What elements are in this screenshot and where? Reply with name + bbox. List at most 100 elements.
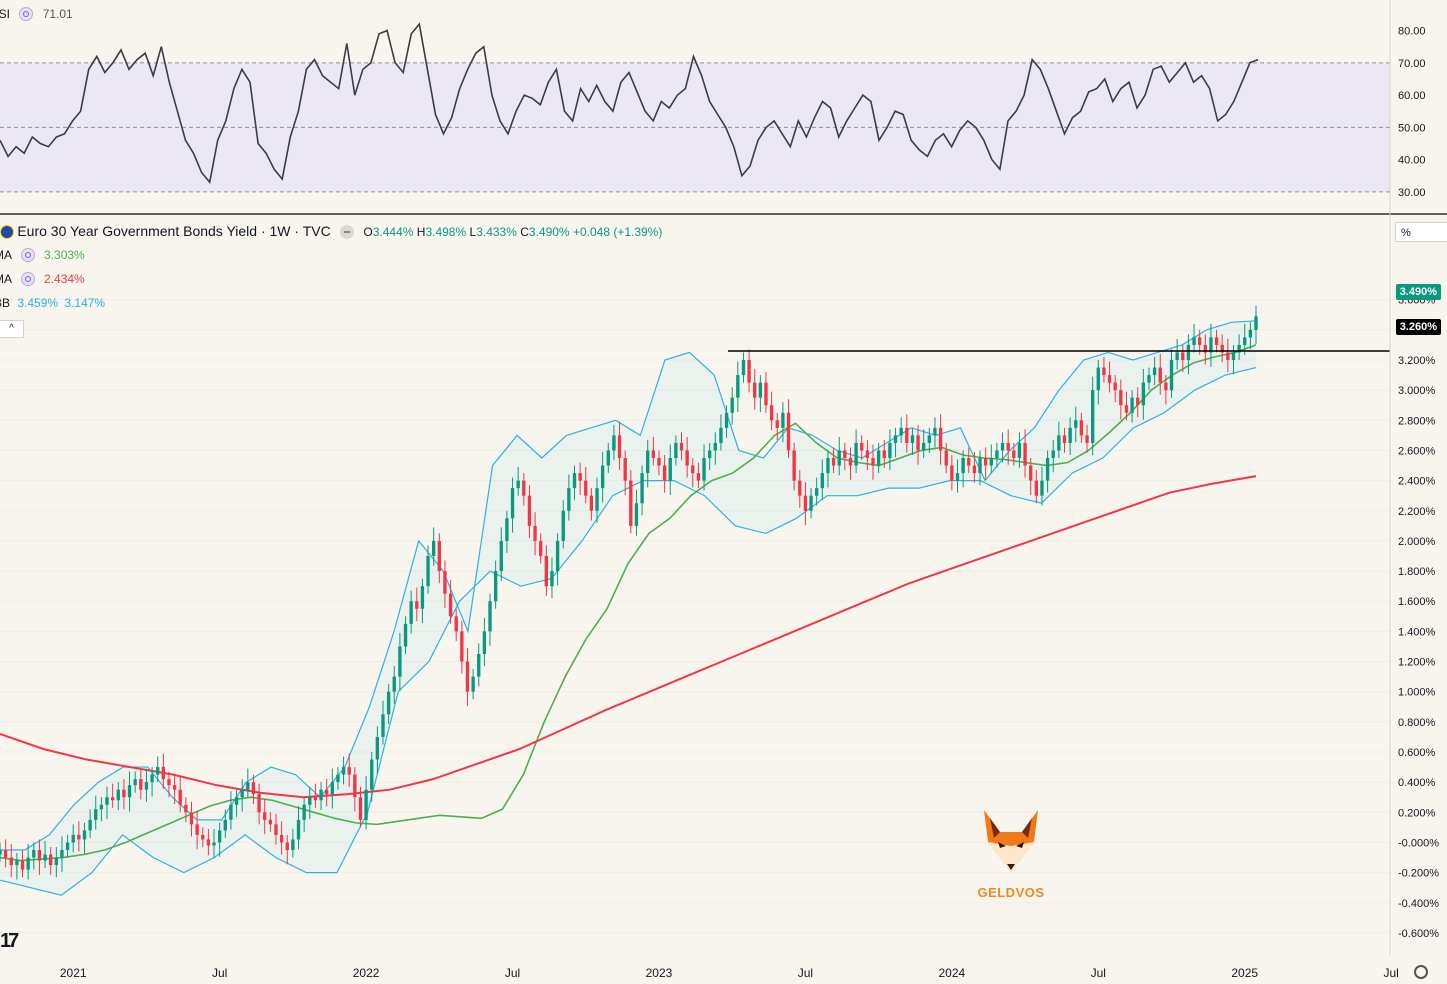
candle-body [961, 458, 965, 474]
price-tick-label: 1.400% [1398, 626, 1436, 638]
tradingview-logo[interactable]: 17 [0, 930, 19, 952]
candle-body [88, 819, 92, 831]
symbol-legend[interactable]: Euro 30 Year Government Bonds Yield · 1W… [0, 223, 662, 240]
price-pane [0, 299, 1390, 934]
candle-body [910, 435, 915, 443]
candle-body [634, 503, 639, 526]
time-axis-label: Jul [505, 966, 520, 980]
candle-body [341, 767, 346, 775]
candle-body [274, 824, 278, 835]
candle-body [826, 458, 830, 474]
candle-body [555, 540, 560, 572]
bb-upper-line [0, 320, 1257, 851]
rsi-legend[interactable]: RSI 71.01 [0, 6, 73, 22]
candle-body [893, 435, 898, 443]
candle-body [0, 850, 2, 855]
more-icon[interactable] [340, 225, 355, 239]
candle-body [600, 465, 605, 489]
ma2-legend[interactable]: MA 2.434% [0, 271, 85, 287]
candle-body [595, 488, 599, 511]
candle-body [1017, 442, 1022, 458]
scale-mode-button[interactable]: % [1395, 222, 1447, 242]
candle-body [741, 360, 746, 376]
candle-body [1119, 390, 1123, 406]
candle-body [713, 442, 717, 451]
candle-body [888, 442, 892, 458]
settings-gear-icon[interactable] [1414, 965, 1428, 979]
candle-body [324, 789, 329, 795]
visibility-icon[interactable] [19, 7, 34, 21]
close-label: C [520, 225, 529, 239]
candle-body [550, 571, 554, 587]
candle-body [1237, 344, 1241, 353]
candle-body [640, 473, 644, 504]
candle-body [1220, 344, 1224, 353]
candle-body [488, 601, 492, 632]
candle-body [1102, 367, 1106, 376]
candle-body [758, 382, 763, 398]
candle-body [43, 854, 47, 861]
candle-body [127, 785, 132, 798]
candle-body [1029, 465, 1033, 481]
candle-body [707, 450, 712, 458]
candle-body [646, 450, 650, 474]
candle-body [1040, 480, 1044, 496]
time-axis-label: Jul [1384, 966, 1399, 980]
candle-body [403, 623, 408, 647]
candle-body [865, 450, 870, 458]
candle-body [989, 458, 993, 466]
candle-body [1090, 390, 1095, 443]
candle-body [26, 857, 30, 870]
visibility-icon[interactable] [20, 248, 35, 262]
price-tick-label: -0.200% [1398, 868, 1439, 880]
price-tick-label: 2.400% [1398, 476, 1436, 488]
candle-body [229, 804, 233, 820]
candle-body [612, 435, 616, 451]
candle-body [1158, 367, 1162, 383]
bb-legend[interactable]: BB 3.459% 3.147% [0, 295, 105, 311]
candle-body [786, 412, 791, 451]
visibility-icon[interactable] [20, 272, 35, 286]
candle-body [539, 540, 543, 556]
candle-body [150, 774, 154, 783]
candle-body [724, 412, 729, 428]
candle-body [454, 616, 458, 632]
candle-body [206, 839, 211, 846]
candle-body [769, 405, 774, 421]
candle-body [719, 427, 723, 443]
candle-body [32, 850, 36, 858]
collapse-legend-button[interactable]: ^ [0, 320, 24, 338]
candle-body [567, 488, 571, 511]
ma1-label: MA [0, 248, 12, 262]
fox-logo-icon [984, 810, 1038, 872]
candle-body [291, 839, 295, 850]
candle-body [212, 842, 216, 846]
candle-body [533, 525, 537, 541]
candle-body [820, 473, 824, 489]
candle-body [1152, 367, 1157, 376]
time-axis-label: 2025 [1231, 966, 1258, 980]
candle-body [1254, 316, 1258, 330]
ma-long-line [0, 475, 1257, 799]
candle-body [110, 797, 115, 801]
candle-body [1169, 360, 1174, 391]
candle-body [1034, 480, 1039, 496]
candle-body [409, 601, 413, 624]
rsi-pane [0, 22, 1390, 193]
candle-body [308, 797, 312, 805]
candle-body [3, 850, 8, 858]
level-price-label: 3.260% [1395, 319, 1441, 335]
candle-body [201, 834, 205, 840]
candle-body [172, 785, 177, 790]
candle-body [415, 601, 419, 609]
candle-body [1107, 375, 1112, 383]
price-tick-label: 0.600% [1398, 747, 1436, 759]
symbol-title: Euro 30 Year Government Bonds Yield · 1W… [17, 223, 331, 239]
candle-body [20, 860, 25, 870]
ma1-legend[interactable]: MA 3.303% [0, 247, 85, 263]
rsi-value: 71.01 [42, 7, 73, 21]
candle-body [296, 819, 301, 840]
candle-body [353, 774, 357, 798]
candle-body [392, 676, 396, 692]
